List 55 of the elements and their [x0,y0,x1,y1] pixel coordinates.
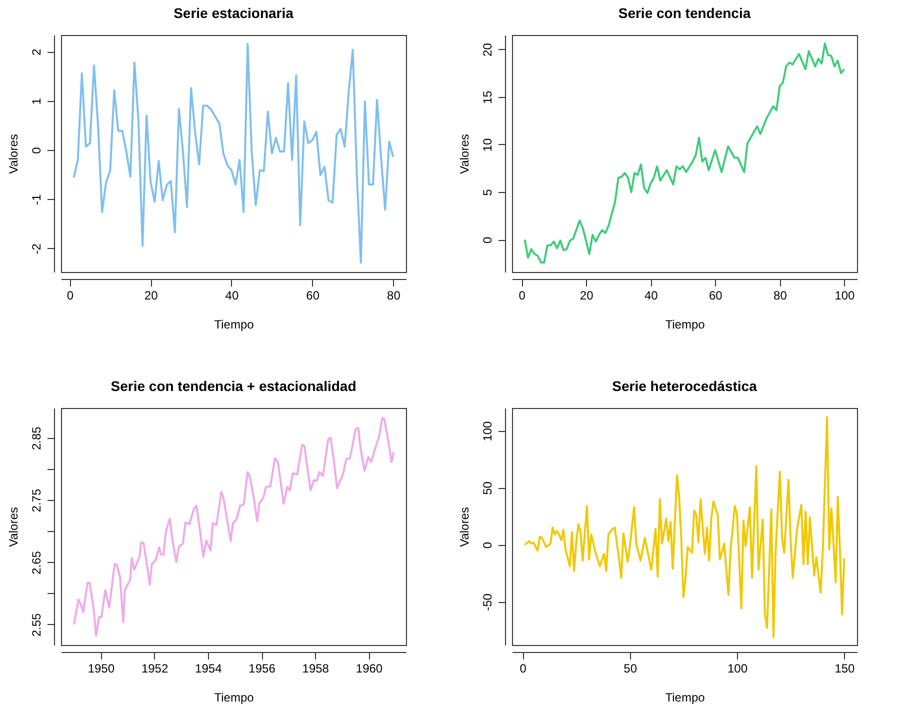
x-tick-label: 1950 [88,662,115,676]
y-tick-label: 20 [480,42,494,56]
line-series [524,416,846,638]
y-tick-label: 0 [480,542,494,549]
y-axis-title: Valores [458,507,472,547]
y-tick-label: 2 [30,48,44,56]
x-tick-label: 60 [708,288,723,302]
y-tick-label: 2.85 [30,426,44,450]
y-tick-label: -2 [30,243,44,254]
x-tick-label: 40 [225,288,239,302]
x-tick-label: 1960 [356,662,383,676]
y-tick-label: -1 [30,194,44,206]
x-tick-label: 100 [728,662,748,676]
x-tick-label: 40 [644,288,658,302]
line-series [72,42,394,264]
x-axis-title: Tiempo [665,318,706,332]
x-tick-label: 0 [520,662,527,676]
chart-title: Serie con tendencia [618,5,751,21]
y-tick-label: -50 [480,593,494,611]
x-axis-title: Tiempo [214,318,254,332]
x-axis-title: Tiempo [214,690,254,704]
x-tick-label: 80 [774,288,788,302]
x-tick-label: 1954 [195,662,222,676]
y-tick-label: 2.65 [30,550,44,574]
x-tick-label: 20 [580,288,594,302]
x-tick-label: 1956 [248,662,276,676]
y-tick-label: 15 [480,90,494,104]
x-tick-label: 0 [518,288,526,302]
y-tick-label: 5 [480,188,494,196]
y-tick-label: 10 [480,138,494,152]
x-tick-label: 1952 [141,662,168,676]
x-tick-label: 20 [144,288,158,302]
y-tick-label: 0 [30,146,44,154]
y-axis-title: Valores [6,134,20,174]
y-tick-label: 50 [480,481,494,495]
y-tick-label: 2.75 [30,488,44,512]
line-series [72,416,395,637]
chart-title: Serie estacionaria [174,5,294,21]
x-tick-label: 100 [834,288,856,302]
y-tick-label: 0 [480,236,494,244]
x-tick-label: 0 [66,288,74,302]
chart-title: Serie heterocedástica [612,378,758,394]
x-tick-label: 150 [834,662,856,676]
y-tick-label: 2.55 [30,612,44,637]
chart-title: Serie con tendencia + estacionalidad [110,378,356,394]
line-series [524,42,846,264]
x-axis-title: Tiempo [665,690,706,704]
x-tick-label: 50 [624,662,638,676]
x-tick-label: 1958 [302,662,330,676]
y-axis-title: Valores [6,507,20,547]
x-tick-label: 80 [387,288,401,302]
y-tick-label: 1 [30,98,44,105]
y-axis-title: Valores [458,134,472,174]
y-tick-label: 100 [480,420,494,442]
x-tick-label: 60 [306,288,320,302]
